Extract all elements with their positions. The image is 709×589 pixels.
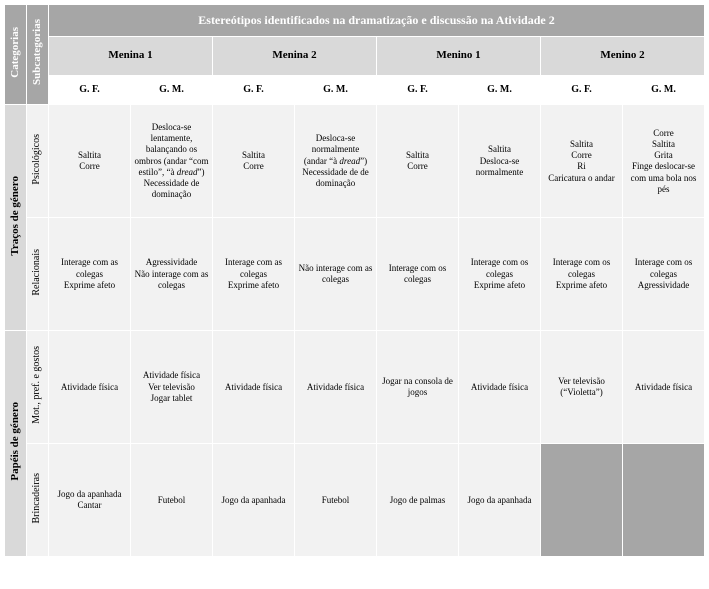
table-row: RelacionaisInterage com as colegasExprim…	[5, 218, 705, 331]
data-cell: SaltitaCorreRiCaricatura o andar	[541, 105, 623, 218]
data-cell: AgressividadeNão interage com as colegas	[131, 218, 213, 331]
data-cell: Interage com as colegasExprime afeto	[213, 218, 295, 331]
data-cell: SaltitaCorre	[49, 105, 131, 218]
col-gf: G. F.	[49, 75, 131, 105]
table-row: Traços de géneroPsicológicosSaltitaCorre…	[5, 105, 705, 218]
data-cell: Atividade física	[213, 331, 295, 444]
stereotypes-table: Categorias Subcategorias Estereótipos id…	[4, 4, 705, 557]
data-cell: SaltitaDesloca-se normalmente	[459, 105, 541, 218]
data-cell: SaltitaCorre	[377, 105, 459, 218]
data-cell: Jogo da apanhadaCantar	[49, 444, 131, 557]
data-cell: Interage com os colegasAgressividade	[623, 218, 705, 331]
data-cell: Jogo de palmas	[377, 444, 459, 557]
subcategory-label: Psicológicos	[27, 105, 49, 218]
data-cell: Atividade física	[459, 331, 541, 444]
data-cell: Futebol	[295, 444, 377, 557]
col-gm: G. M.	[131, 75, 213, 105]
category-label: Papéis de género	[5, 331, 27, 557]
table-row: BrincadeirasJogo da apanhadaCantarFutebo…	[5, 444, 705, 557]
subcategory-label: Brincadeiras	[27, 444, 49, 557]
data-cell: Jogo da apanhada	[459, 444, 541, 557]
data-cell: Ver televisão (“Violetta”)	[541, 331, 623, 444]
col-header-subcategorias: Subcategorias	[27, 5, 49, 105]
col-gf: G. F.	[377, 75, 459, 105]
group-menino-2: Menino 2	[541, 37, 705, 76]
data-cell: Atividade físicaVer televisãoJogar table…	[131, 331, 213, 444]
group-menina-2: Menina 2	[213, 37, 377, 76]
data-cell: Interage com os colegasExprime afeto	[541, 218, 623, 331]
data-cell: SaltitaCorre	[213, 105, 295, 218]
col-gm: G. M.	[295, 75, 377, 105]
data-cell: CorreSaltitaGritaFinge deslocar-se com u…	[623, 105, 705, 218]
data-cell	[623, 444, 705, 557]
table-body: Traços de géneroPsicológicosSaltitaCorre…	[5, 105, 705, 557]
subcategory-label: Mot., pref. e gostos	[27, 331, 49, 444]
data-cell	[541, 444, 623, 557]
col-gf: G. F.	[541, 75, 623, 105]
data-cell: Interage com os colegas	[377, 218, 459, 331]
col-gf: G. F.	[213, 75, 295, 105]
data-cell: Desloca-se lentamente, balançando os omb…	[131, 105, 213, 218]
data-cell: Atividade física	[295, 331, 377, 444]
data-cell: Atividade física	[623, 331, 705, 444]
table-row: Papéis de géneroMot., pref. e gostosAtiv…	[5, 331, 705, 444]
subcategory-label: Relacionais	[27, 218, 49, 331]
col-header-categorias: Categorias	[5, 5, 27, 105]
group-menino-1: Menino 1	[377, 37, 541, 76]
data-cell: Jogo da apanhada	[213, 444, 295, 557]
data-cell: Futebol	[131, 444, 213, 557]
data-cell: Desloca-se normalmente(andar “à dread”)N…	[295, 105, 377, 218]
col-gm: G. M.	[623, 75, 705, 105]
data-cell: Interage com as colegasExprime afeto	[49, 218, 131, 331]
group-menina-1: Menina 1	[49, 37, 213, 76]
data-cell: Não interage com as colegas	[295, 218, 377, 331]
table-title: Estereótipos identificados na dramatizaç…	[49, 5, 705, 37]
category-label: Traços de género	[5, 105, 27, 331]
data-cell: Atividade física	[49, 331, 131, 444]
col-gm: G. M.	[459, 75, 541, 105]
data-cell: Interage com os colegasExprime afeto	[459, 218, 541, 331]
data-cell: Jogar na consola de jogos	[377, 331, 459, 444]
